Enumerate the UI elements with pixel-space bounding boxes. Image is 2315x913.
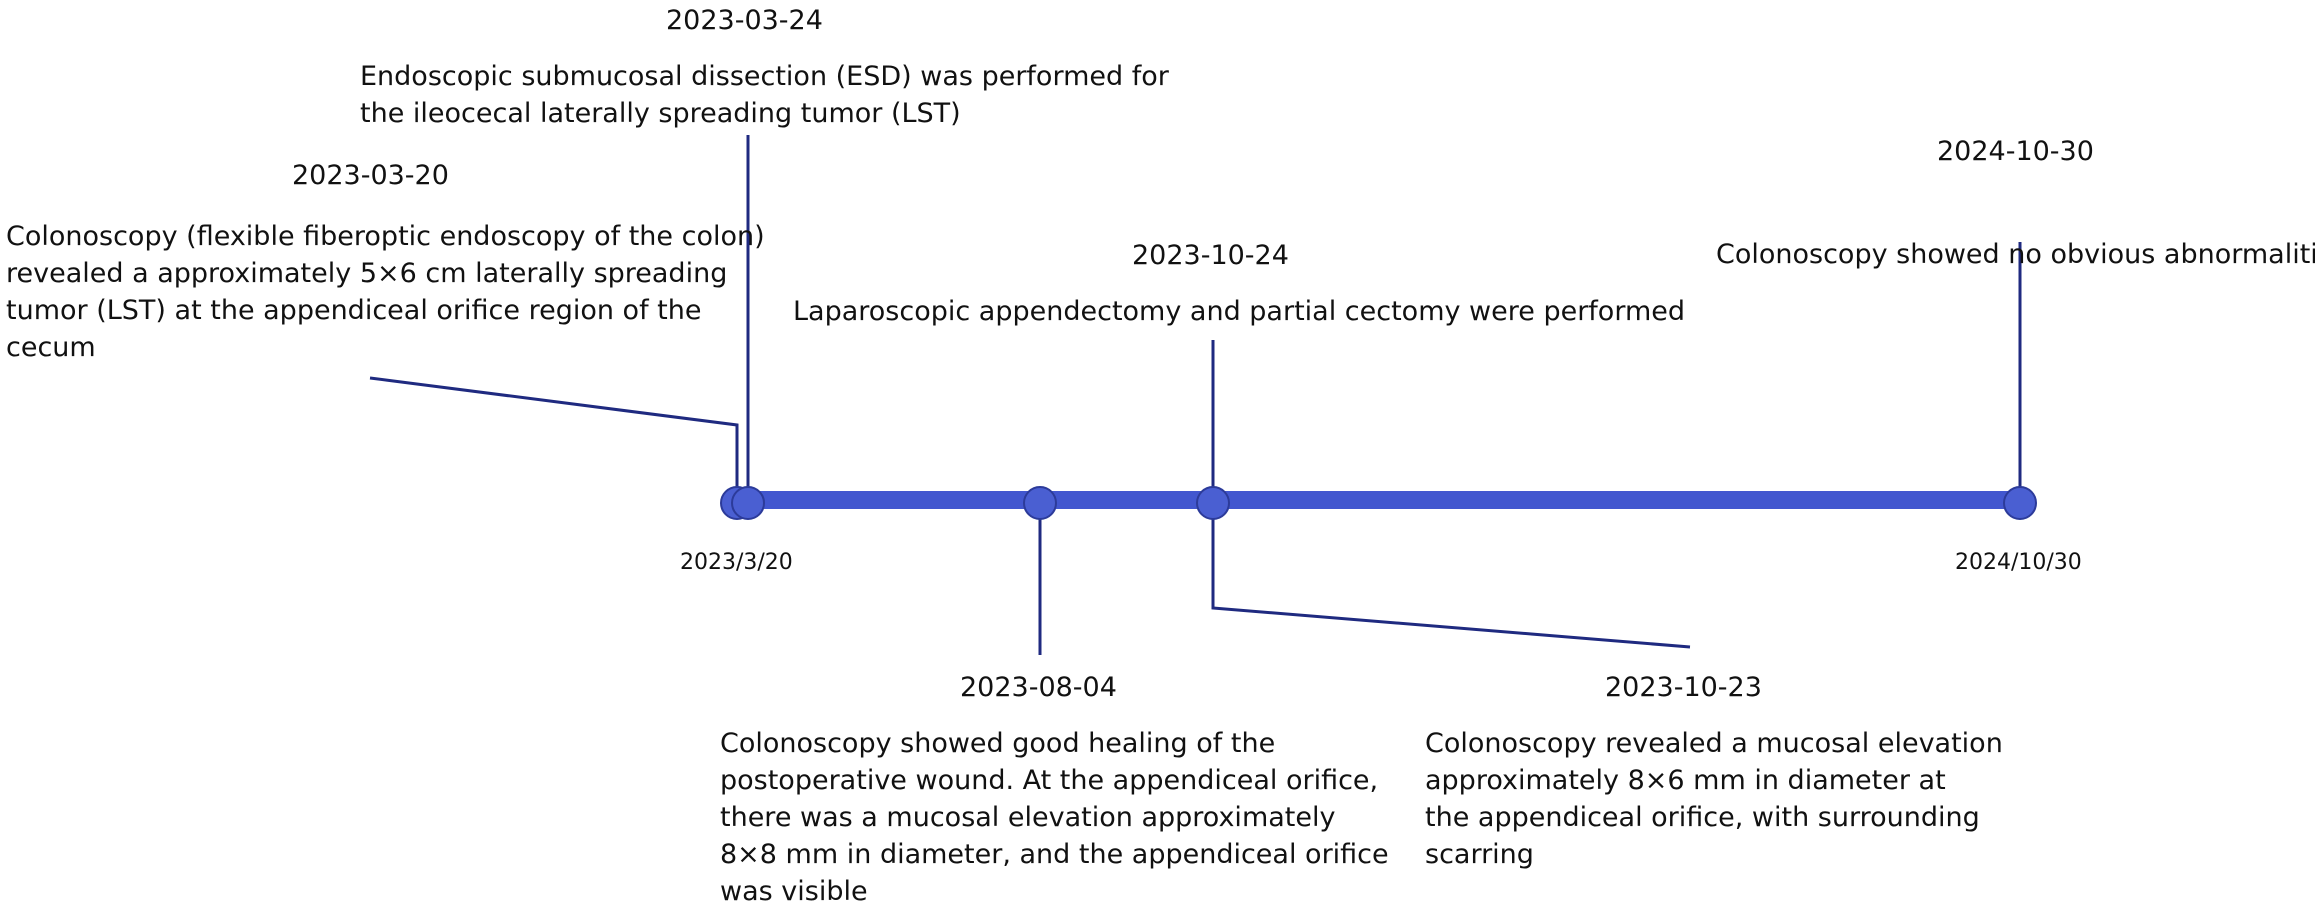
event-date-2023-03-20: 2023-03-20 xyxy=(292,160,449,191)
event-text-line: revealed a approximately 5×6 cm laterall… xyxy=(6,258,728,289)
event-date-2024-10-30: 2024-10-30 xyxy=(1937,136,2094,167)
event-text-line: 8×8 mm in diameter, and the appendiceal … xyxy=(720,839,1389,870)
timeline-axis-bar xyxy=(737,491,2020,509)
marker-2023-03-24 xyxy=(731,486,765,520)
axis-end-label: 2024/10/30 xyxy=(1955,550,2082,575)
event-text-line: there was a mucosal elevation approximat… xyxy=(720,802,1336,833)
event-text-line: Colonoscopy (flexible fiberoptic endosco… xyxy=(6,221,765,252)
connector-2023-03-20 xyxy=(369,376,739,500)
event-text-line: the ileocecal laterally spreading tumor … xyxy=(360,98,961,129)
event-text-2024-10-30: Colonoscopy showed no obvious abnormalit… xyxy=(1716,236,2315,273)
event-text-line: approximately 8×6 mm in diameter at xyxy=(1425,765,1946,796)
event-text-line: Colonoscopy showed good healing of the xyxy=(720,728,1276,759)
event-date-2023-10-24: 2023-10-24 xyxy=(1132,240,1289,271)
event-text-line: Colonoscopy showed no obvious abnormalit… xyxy=(1716,239,2315,270)
event-text-line: Laparoscopic appendectomy and partial ce… xyxy=(793,296,1686,327)
event-date-2023-03-24: 2023-03-24 xyxy=(666,5,823,36)
event-text-line: tumor (LST) at the appendiceal orifice r… xyxy=(6,295,702,326)
event-text-2023-03-20: Colonoscopy (flexible fiberoptic endosco… xyxy=(6,218,765,366)
event-text-2023-08-04: Colonoscopy showed good healing of the p… xyxy=(720,725,1389,910)
event-text-2023-10-23: Colonoscopy revealed a mucosal elevation… xyxy=(1425,725,2003,873)
event-text-line: Colonoscopy revealed a mucosal elevation xyxy=(1425,728,2003,759)
event-text-2023-03-24: Endoscopic submucosal dissection (ESD) w… xyxy=(360,58,1169,132)
event-text-line: Endoscopic submucosal dissection (ESD) w… xyxy=(360,61,1169,92)
event-text-line: postoperative wound. At the appendiceal … xyxy=(720,765,1379,796)
event-text-line: the appendiceal orifice, with surroundin… xyxy=(1425,802,1980,833)
event-date-2023-08-04: 2023-08-04 xyxy=(960,672,1117,703)
axis-start-label: 2023/3/20 xyxy=(680,550,793,575)
marker-2023-10-24 xyxy=(1196,486,1230,520)
event-text-2023-10-24: Laparoscopic appendectomy and partial ce… xyxy=(793,293,1685,330)
marker-2023-08-04 xyxy=(1023,486,1057,520)
event-text-line: scarring xyxy=(1425,839,1534,870)
marker-2024-10-30 xyxy=(2003,486,2037,520)
event-date-2023-10-23: 2023-10-23 xyxy=(1605,672,1762,703)
connector-2023-10-23 xyxy=(1211,500,1691,649)
event-text-line: was visible xyxy=(720,876,868,907)
event-text-line: cecum xyxy=(6,332,96,363)
